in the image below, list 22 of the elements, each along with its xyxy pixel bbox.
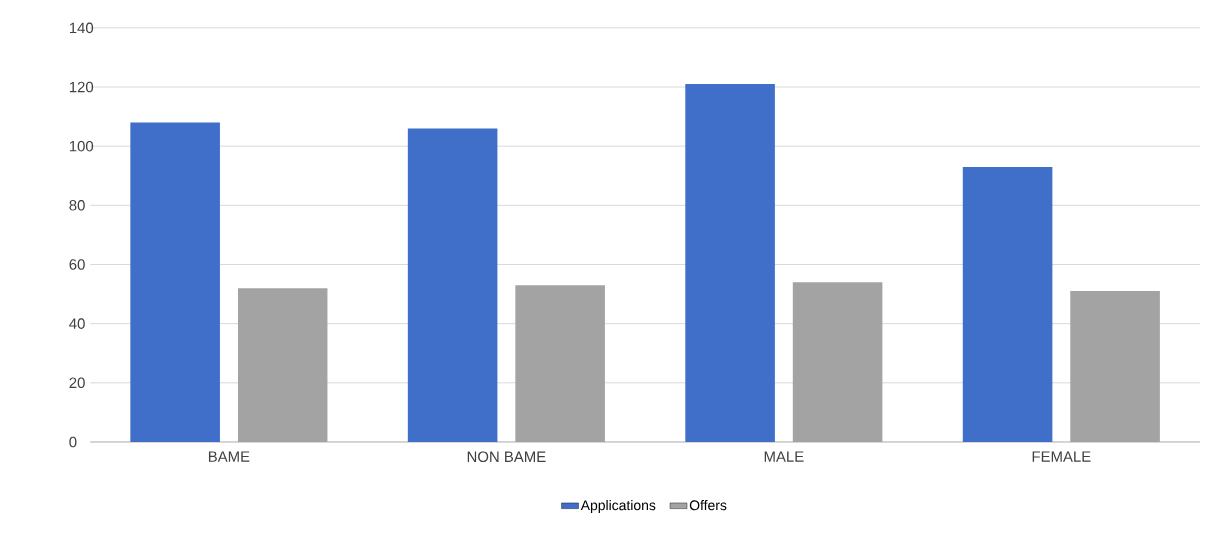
legend-label: Applications (580, 499, 656, 513)
bar (962, 166, 1053, 442)
y-tick-label: 100 (69, 140, 94, 152)
bar (1070, 290, 1160, 442)
x-tick-label: MALE (764, 451, 804, 462)
x-tick-label: FEMALE (1032, 451, 1091, 462)
x-tick-label: NON BAME (467, 451, 546, 462)
y-tick-label: 40 (69, 318, 85, 329)
bar (792, 282, 883, 442)
bar (685, 83, 775, 442)
y-tick-label: 80 (69, 199, 85, 211)
bar (237, 287, 328, 442)
legend-label: Offers (689, 499, 727, 510)
y-tick-label: 0 (69, 436, 77, 448)
bar (515, 284, 605, 442)
y-tick-label: 60 (69, 258, 85, 270)
x-tick-label: BAME (208, 451, 250, 462)
bar (130, 122, 220, 442)
y-tick-label: 120 (69, 81, 94, 93)
y-tick-label: 20 (69, 377, 85, 388)
y-tick-label: 140 (69, 22, 94, 33)
bar (407, 128, 498, 442)
